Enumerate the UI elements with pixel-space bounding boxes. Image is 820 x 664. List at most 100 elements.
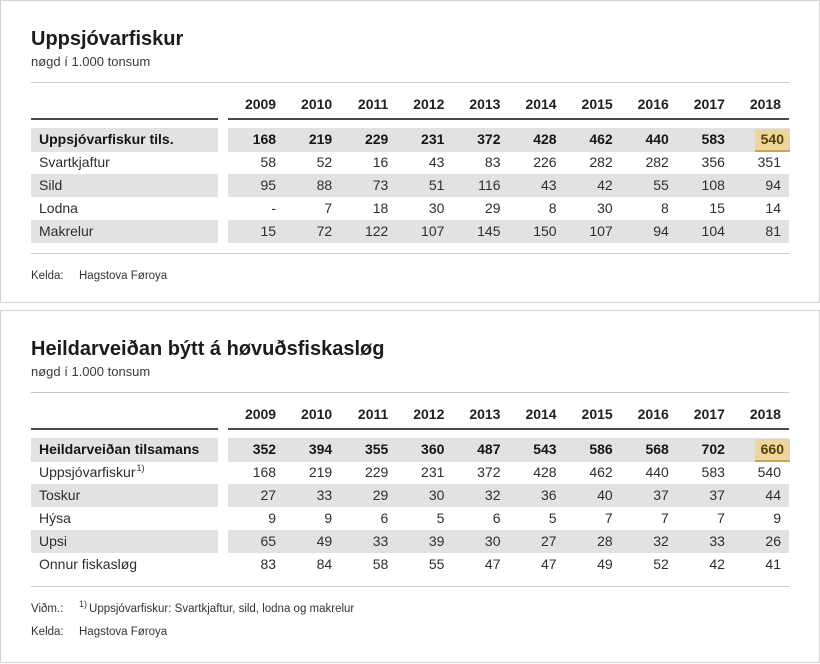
value-cell: 18 <box>372 200 389 216</box>
table-row: Hýsa 9 9 6 5 6 5 7 7 7 9 <box>31 507 789 530</box>
value-cell: 394 <box>284 438 341 462</box>
value-cell: 282 <box>589 154 613 170</box>
value-cell: 226 <box>533 154 557 170</box>
value-cell: 440 <box>645 464 669 480</box>
value-cell: 28 <box>564 530 621 553</box>
value-cell: 37 <box>620 484 677 507</box>
row-label: Uppsjóvarfiskur1) <box>39 463 145 480</box>
value-cell: 462 <box>589 464 613 480</box>
row-label: Makrelur <box>31 220 218 243</box>
value-cell: 33 <box>340 530 397 553</box>
value-cell: 58 <box>260 154 277 170</box>
highlighted-value: 540 <box>754 129 790 152</box>
row-label: Uppsjóvarfiskur tils. <box>31 128 218 152</box>
column-gap <box>218 174 228 197</box>
header-divider <box>31 392 789 393</box>
value-cell: 351 <box>757 154 781 170</box>
column-gap <box>218 461 228 484</box>
row-label: Onnur fiskasløg <box>39 556 138 572</box>
value-cell: 428 <box>533 464 557 480</box>
year-column-header: 2010 <box>284 83 341 120</box>
highlighted-value: 660 <box>754 439 790 462</box>
value-cell: 145 <box>452 220 509 243</box>
table-row: Onnur fiskasløg 83 84 58 55 47 47 49 52 42 41 <box>31 553 789 576</box>
value-cell: 43 <box>508 174 565 197</box>
year-column-header: 2018 <box>732 393 789 430</box>
value-cell: 108 <box>676 174 733 197</box>
value-cell: 33 <box>284 484 341 507</box>
value-cell: 55 <box>428 556 445 572</box>
value-cell: 487 <box>452 438 509 462</box>
value-cell: 231 <box>396 128 453 152</box>
value-cell: 5 <box>436 510 445 526</box>
value-cell: 39 <box>396 530 453 553</box>
value-cell: 65 <box>228 530 285 553</box>
table-row: Svartkjaftur 58 52 16 43 83 226 282 282 356 351 <box>31 151 789 174</box>
value-cell: 42 <box>564 174 621 197</box>
year-column-header: 2012 <box>396 393 453 430</box>
value-cell: 7 <box>717 510 725 526</box>
value-cell: 568 <box>620 438 677 462</box>
value-cell: 55 <box>620 174 677 197</box>
table-row: Toskur 27 33 29 30 32 36 40 37 37 44 <box>31 484 789 507</box>
value-cell: 5 <box>548 510 557 526</box>
year-column-header: 2017 <box>676 83 733 120</box>
value-cell: 26 <box>732 530 789 553</box>
row-label: Sild <box>31 174 218 197</box>
column-gap <box>218 220 228 243</box>
value-cell: 9 <box>268 510 277 526</box>
value-cell: 40 <box>564 484 621 507</box>
footnote-label: Viðm.: <box>31 603 64 615</box>
value-cell: 352 <box>228 438 285 462</box>
year-column-header: 2013 <box>452 83 509 120</box>
data-table: 2009 2010 2011 2012 2013 2014 2015 2016 2017 2018… <box>31 83 790 243</box>
value-cell: 8 <box>661 200 669 216</box>
value-cell: 16 <box>372 154 389 170</box>
value-cell: 229 <box>340 128 397 152</box>
value-cell: 7 <box>661 510 669 526</box>
row-label-superscript: 1) <box>136 463 145 474</box>
value-cell: 15 <box>709 200 725 216</box>
value-cell: 32 <box>620 530 677 553</box>
value-cell: 6 <box>492 510 501 526</box>
value-cell: 47 <box>541 556 557 572</box>
value-cell: 51 <box>396 174 453 197</box>
value-cell: 168 <box>252 464 277 480</box>
table-row: Uppsjóvarfiskur1) 168 219 229 231 372 428 462 44… <box>31 461 789 484</box>
value-cell: 543 <box>508 438 565 462</box>
table-footnotes: Kelda: Hagstova Føroya <box>31 253 789 288</box>
table-row: Sild 95 88 73 51 116 43 42 55 108 94 <box>31 174 789 197</box>
value-cell: 30 <box>597 200 613 216</box>
column-gap <box>218 151 228 174</box>
year-column-header: 2012 <box>396 83 453 120</box>
value-cell: 104 <box>676 220 733 243</box>
value-cell: 107 <box>396 220 453 243</box>
footnote-text: Hagstova Føroya <box>79 626 168 638</box>
row-label: Upsi <box>31 530 218 553</box>
value-cell: - <box>271 200 277 216</box>
header-divider <box>31 82 789 83</box>
value-cell: 49 <box>597 556 613 572</box>
value-cell: 116 <box>452 174 509 197</box>
table-body: Uppsjóvarfiskur tils. 168 219 229 231 372 428 4… <box>31 128 790 243</box>
value-cell: 42 <box>709 556 725 572</box>
table-subtitle: nøgd í 1.000 tonsum <box>31 364 151 379</box>
column-header-blank <box>31 83 218 120</box>
value-cell: 702 <box>676 438 733 462</box>
row-label: Heildarveiðan tilsamans <box>31 438 218 462</box>
value-cell: 586 <box>564 438 621 462</box>
year-column-header: 2015 <box>564 393 621 430</box>
value-cell: 30 <box>396 484 453 507</box>
value-cell: 360 <box>396 438 453 462</box>
value-cell: 41 <box>765 556 781 572</box>
value-cell: 660 <box>732 438 790 462</box>
value-cell: 27 <box>508 530 565 553</box>
value-cell: 8 <box>548 200 557 216</box>
value-cell: 58 <box>372 556 389 572</box>
value-cell: 9 <box>324 510 333 526</box>
row-label: Lodna <box>39 200 78 216</box>
table-row: Lodna - 7 18 30 29 8 30 8 15 14 <box>31 197 789 220</box>
value-cell: 83 <box>260 556 277 572</box>
value-cell: 37 <box>676 484 733 507</box>
value-cell: 15 <box>228 220 285 243</box>
